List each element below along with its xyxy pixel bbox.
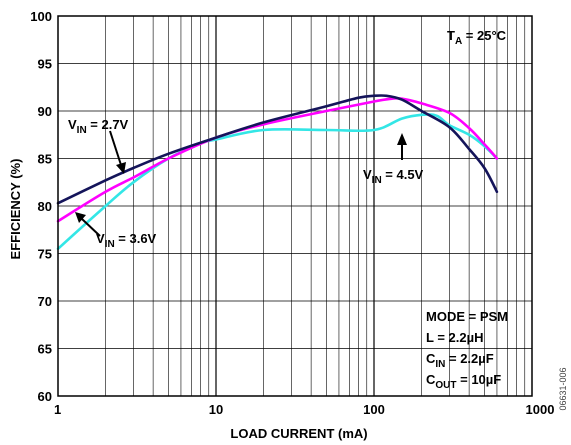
vin36-arrow-head	[75, 212, 86, 223]
vin36-label: VIN = 3.6V	[96, 231, 157, 250]
figure-id: 06631-006	[558, 367, 568, 410]
vin45-arrow-head	[397, 133, 407, 145]
x-tick-label: 100	[363, 402, 385, 417]
series-line-vin-2-7v	[56, 94, 499, 205]
x-tick-label: 10	[209, 402, 223, 417]
condition-line: L = 2.2µH	[426, 330, 483, 345]
temperature-label: TA = 25°C	[447, 28, 507, 47]
y-tick-labels: 60 65 70 75 80 85 90 95 100	[30, 9, 52, 404]
vin45-label: VIN = 4.5V	[363, 167, 424, 186]
condition-line: CIN = 2.2µF	[426, 351, 494, 370]
series-line-vin-3-6v	[56, 96, 499, 223]
series-line-vin-4-5v	[56, 113, 499, 251]
x-axis-title: LOAD CURRENT (mA)	[230, 426, 367, 441]
plot-frame	[57, 15, 533, 397]
y-tick-label: 75	[38, 247, 52, 262]
x-tick-labels: 1 10 100 1000	[54, 402, 554, 417]
annotations: VIN = 2.7V VIN = 3.6V VIN = 4.5V TA = 25…	[68, 28, 508, 391]
y-tick-label: 70	[38, 294, 52, 309]
y-tick-label: 60	[38, 389, 52, 404]
vin27-arrow-head	[116, 162, 126, 174]
condition-line: COUT = 10µF	[426, 372, 501, 391]
condition-line: MODE = PSM	[426, 309, 508, 324]
y-axis-title: EFFICIENCY (%)	[8, 159, 23, 260]
series-group	[56, 94, 499, 251]
y-tick-label: 90	[38, 104, 52, 119]
vin27-label: VIN = 2.7V	[68, 117, 129, 136]
x-tick-label: 1000	[526, 402, 555, 417]
vin27-arrow-line	[109, 130, 122, 166]
annotation-arrows	[75, 130, 407, 237]
y-tick-label: 85	[38, 152, 52, 167]
conditions-block: MODE = PSM L = 2.2µH CIN = 2.2µF COUT = 10µ…	[426, 309, 508, 391]
y-tick-label: 100	[30, 9, 52, 24]
vin36-arrow-line	[81, 218, 101, 237]
x-tick-label: 1	[54, 402, 61, 417]
y-tick-label: 65	[38, 342, 52, 357]
grid-lines	[58, 16, 532, 396]
y-tick-label: 95	[38, 57, 52, 72]
y-tick-label: 80	[38, 199, 52, 214]
